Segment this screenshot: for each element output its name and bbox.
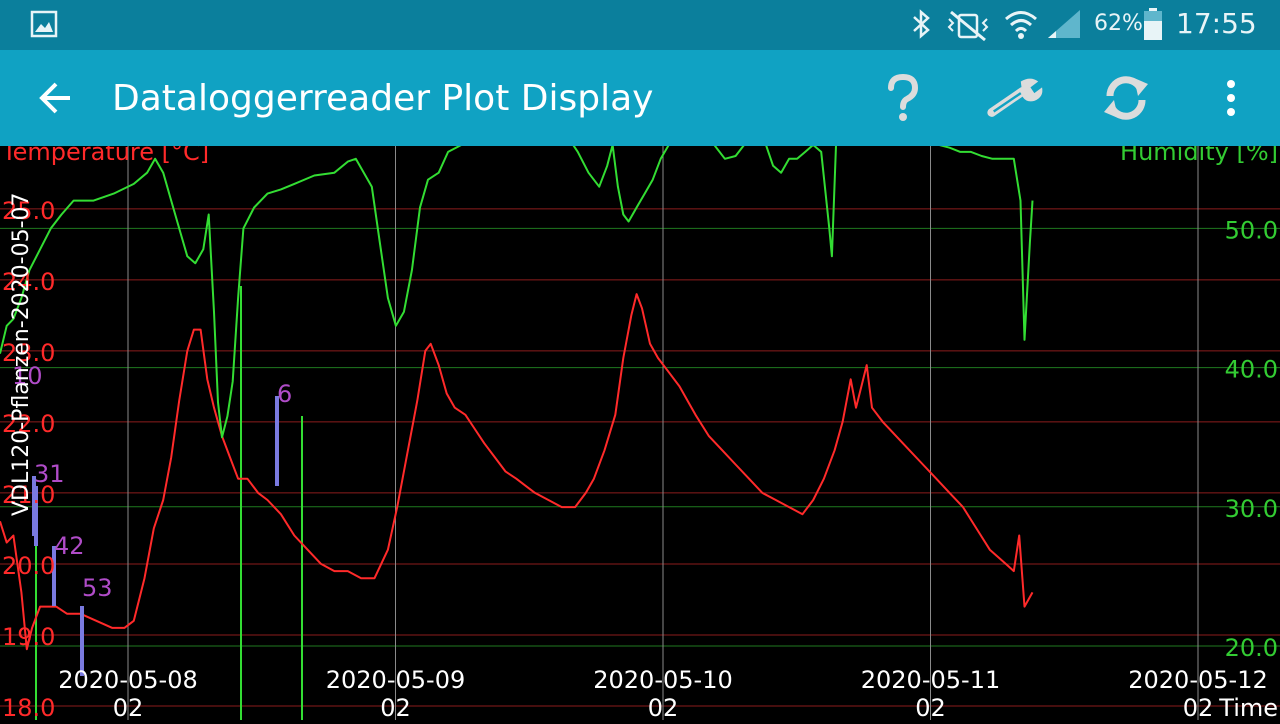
marker-bar[interactable] [275, 396, 279, 486]
marker-label[interactable]: 10 [12, 362, 43, 390]
plot-area[interactable]: 10 6 31 42 53 25.0 24.0 23.0 22.0 21.0 20.0 19.0 18.… [0, 95, 1280, 722]
gallery-icon [30, 10, 58, 38]
date-tick-sublabel: 02 [648, 694, 679, 720]
back-button[interactable] [26, 68, 86, 128]
date-tick-label: 2020-05-10 [593, 666, 732, 694]
date-tick-label: 2020-05-08 [58, 666, 197, 694]
marker-bar[interactable] [32, 476, 36, 536]
marker-label[interactable]: 31 [34, 460, 65, 488]
dataset-caption: VDL120-Pflanzen-2020-05-07 [9, 192, 34, 516]
vibrate-mute-icon [947, 10, 989, 42]
wrench-icon [987, 78, 1043, 117]
humidity-tick-label: 20.0 [1225, 634, 1278, 662]
temperature-tick-label: 19.0 [2, 623, 55, 651]
time-axis-label: Time [1218, 694, 1278, 720]
humidity-series-line [0, 95, 1034, 439]
more-vert-icon [1227, 80, 1235, 116]
temperature-tick-label: 25.0 [2, 197, 55, 225]
temperature-axis-label: Temperature [°C] [1, 146, 209, 166]
help-button[interactable] [873, 68, 933, 128]
date-tick-sublabel: 02 [113, 694, 144, 720]
temperature-tick-label: 23.0 [2, 339, 55, 367]
humidity-tick-label: 50.0 [1225, 216, 1278, 244]
date-tick-label: 2020-05-09 [326, 666, 465, 694]
bluetooth-icon [913, 9, 930, 39]
humidity-axis-label: Humidity [%] [1120, 146, 1278, 166]
date-tick-sublabel: 02 [380, 694, 411, 720]
settings-button[interactable] [984, 68, 1044, 128]
page-title: Dataloggerreader Plot Display [112, 78, 654, 119]
marker-bar[interactable] [52, 546, 56, 606]
temperature-tick-label: 20.0 [2, 552, 55, 580]
chart[interactable]: 10 6 31 42 53 25.0 24.0 23.0 22.0 21.0 20.0 19.0 18.… [0, 95, 1280, 722]
temperature-tick-label: 18.0 [2, 694, 55, 720]
marker-bar[interactable] [80, 606, 84, 676]
marker-label[interactable]: 53 [82, 574, 113, 602]
signal-icon [1048, 10, 1080, 38]
temperature-tick-label: 24.0 [2, 268, 55, 296]
date-tick-label: 2020-05-11 [861, 666, 1000, 694]
status-bar: 62% 17:55 [0, 0, 1280, 50]
date-tick-label: 2020-05-12 [1128, 666, 1267, 694]
overflow-menu-button[interactable] [1201, 68, 1261, 128]
temperature-tick-label: 21.0 [2, 481, 55, 509]
temperature-series-line [0, 293, 1034, 651]
marker-label[interactable]: 6 [277, 380, 292, 408]
temperature-tick-label: 22.0 [2, 410, 55, 438]
humidity-tick-label: 40.0 [1225, 356, 1278, 384]
clock: 17:55 [1176, 7, 1257, 40]
back-arrow-icon [39, 82, 70, 114]
battery-icon [1144, 8, 1162, 40]
help-icon [888, 73, 919, 121]
date-tick-sublabel: 02 [1183, 694, 1214, 720]
app-bar: Dataloggerreader Plot Display [0, 50, 1280, 146]
battery-percent: 62% [1094, 11, 1143, 36]
humidity-tick-label: 30.0 [1225, 495, 1278, 523]
refresh-button[interactable] [1096, 68, 1156, 128]
refresh-icon [1104, 76, 1148, 120]
marker-label[interactable]: 42 [54, 532, 85, 560]
date-tick-sublabel: 02 [915, 694, 946, 720]
wifi-icon [1005, 11, 1037, 39]
